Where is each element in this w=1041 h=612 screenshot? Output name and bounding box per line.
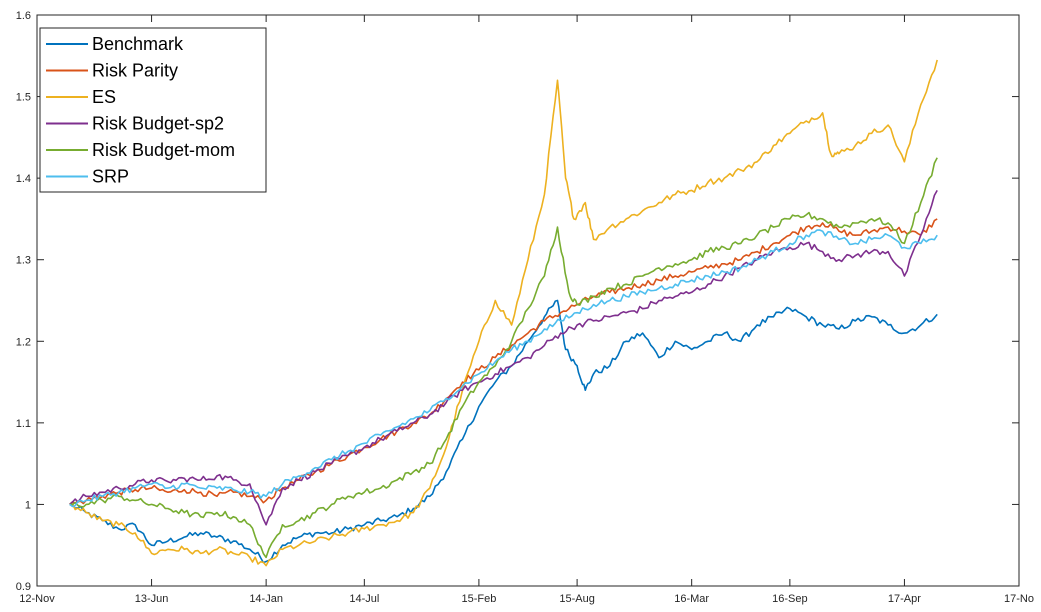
x-tick-label: 17-Apr: [888, 593, 921, 605]
x-tick-label: 15-Feb: [461, 593, 496, 605]
y-tick-label: 1.4: [16, 173, 31, 185]
y-tick-label: 1.2: [16, 336, 31, 348]
series-line-2: [69, 59, 938, 567]
legend-label: Risk Parity: [92, 61, 178, 81]
tick-layer: 0.9 1 1.1 1.2 1.3 1.4 1.5 1.6 12-Nov 13-Jun 14-Jan…: [16, 10, 1034, 605]
y-tick-label: 1.6: [16, 10, 31, 22]
y-tick-label: 1.3: [16, 255, 31, 267]
legend-label: Risk Budget-sp2: [92, 114, 224, 134]
series-line-3: [69, 190, 938, 526]
series-line-5: [69, 229, 938, 508]
series-line-0: [69, 299, 938, 564]
legend-label: Risk Budget-mom: [92, 140, 235, 160]
y-tick-label: 1: [25, 499, 31, 511]
x-tick-label: 16-Sep: [772, 593, 807, 605]
series-line-1: [69, 218, 938, 505]
y-tick-label: 0.9: [16, 581, 31, 593]
x-tick-label: 13-Jun: [135, 593, 169, 605]
x-tick-label: 16-Mar: [674, 593, 709, 605]
legend-label: SRP: [92, 167, 129, 187]
x-tick-label: 14-Jan: [249, 593, 283, 605]
y-tick-label: 1.5: [16, 92, 31, 104]
x-tick-label: 17-No: [1004, 593, 1034, 605]
series-line-4: [69, 157, 938, 559]
y-tick-label: 1.1: [16, 418, 31, 430]
legend: Benchmark Risk Parity ES Risk Budget-sp2 Ris…: [39, 27, 267, 193]
x-tick-label: 14-Jul: [349, 593, 379, 605]
axes: [36, 14, 1020, 587]
series-layer: [69, 59, 938, 567]
legend-label: Benchmark: [92, 34, 184, 54]
legend-label: ES: [92, 87, 116, 107]
legend-box: [39, 27, 267, 193]
x-tick-label: 15-Aug: [559, 593, 594, 605]
x-tick-label: 12-Nov: [19, 593, 55, 605]
plot-frame: [36, 14, 1020, 587]
